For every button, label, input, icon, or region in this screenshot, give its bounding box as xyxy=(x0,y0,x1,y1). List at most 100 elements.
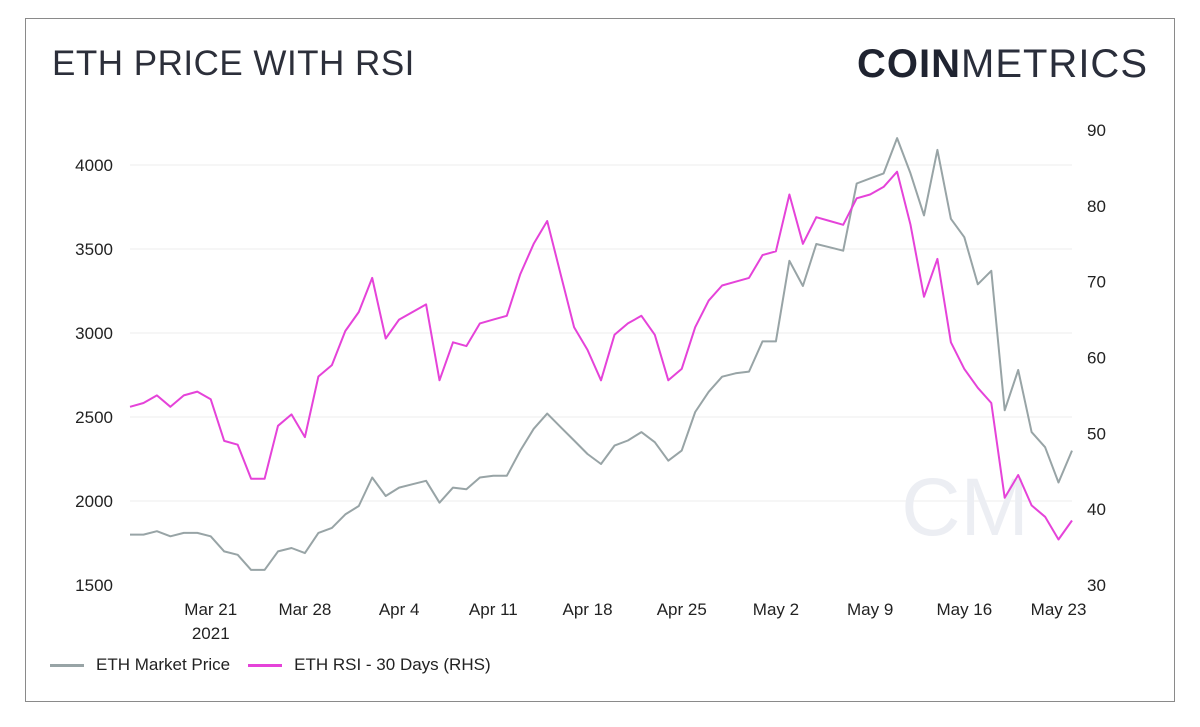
rsi-point xyxy=(344,330,346,332)
y-left-tick-label: 3500 xyxy=(75,240,113,259)
price-point xyxy=(613,444,615,446)
price-point xyxy=(452,486,454,488)
rsi-point xyxy=(398,318,400,320)
rsi-point xyxy=(734,281,736,283)
price-point xyxy=(385,495,387,497)
price-point xyxy=(654,441,656,443)
price-point xyxy=(909,172,911,174)
legend-swatch-rsi xyxy=(248,663,283,667)
price-point xyxy=(237,554,239,556)
rsi-point xyxy=(613,334,615,336)
price-point xyxy=(263,569,265,571)
x-tick-label: May 9 xyxy=(847,600,893,619)
price-point xyxy=(223,550,225,552)
x-tick-sublabel: 2021 xyxy=(192,624,230,643)
price-point xyxy=(1004,409,1006,411)
price-point xyxy=(250,569,252,571)
price-point xyxy=(371,476,373,478)
price-point xyxy=(1071,449,1073,451)
rsi-point xyxy=(237,444,239,446)
logo-light-text: METRICS xyxy=(961,42,1148,86)
price-point xyxy=(129,533,131,535)
coinmetrics-logo: COINMETRICS xyxy=(857,42,1148,87)
price-point xyxy=(896,137,898,139)
y-left-tick-label: 2000 xyxy=(75,492,113,511)
y-left-tick-label: 1500 xyxy=(75,576,113,595)
rsi-point xyxy=(385,337,387,339)
price-point xyxy=(573,439,575,441)
rsi-point xyxy=(761,254,763,256)
rsi-point xyxy=(654,334,656,336)
y-left-tick-label: 2500 xyxy=(75,408,113,427)
rsi-point xyxy=(519,273,521,275)
rsi-point xyxy=(681,368,683,370)
series-line-price xyxy=(130,137,1073,571)
x-tick-label: Apr 18 xyxy=(562,600,612,619)
price-point xyxy=(519,449,521,451)
rsi-point xyxy=(156,394,158,396)
price-point xyxy=(694,411,696,413)
axis-layer: 1500 2000 2500 3000 3500 4000 30 40 50 60 70 80 90 Ma… xyxy=(75,121,1106,643)
rsi-point xyxy=(909,224,911,226)
price-point xyxy=(950,218,952,220)
price-point xyxy=(304,552,306,554)
rsi-point xyxy=(748,277,750,279)
price-point xyxy=(600,463,602,465)
price-point xyxy=(290,547,292,549)
rsi-point xyxy=(129,406,131,408)
rsi-point xyxy=(694,326,696,328)
y-right-tick-label: 70 xyxy=(1087,273,1106,292)
rsi-point xyxy=(317,375,319,377)
rsi-point xyxy=(936,258,938,260)
price-point xyxy=(990,270,992,272)
legend: ETH Market Price ETH RSI - 30 Days (RHS) xyxy=(50,655,509,675)
rsi-point xyxy=(263,478,265,480)
x-tick-label: Mar 21 xyxy=(184,600,237,619)
logo-bold-text: COIN xyxy=(857,42,961,86)
rsi-point xyxy=(546,220,548,222)
price-point xyxy=(183,532,185,534)
x-tick-label: Apr 11 xyxy=(469,600,518,619)
price-point xyxy=(963,236,965,238)
cm-watermark: CM xyxy=(901,462,1029,553)
price-point xyxy=(775,340,777,342)
price-point xyxy=(344,513,346,515)
legend-item-rsi[interactable]: ETH RSI - 30 Days (RHS) xyxy=(248,655,491,675)
rsi-point xyxy=(640,315,642,317)
rsi-point xyxy=(990,402,992,404)
legend-item-price[interactable]: ETH Market Price xyxy=(50,655,230,675)
price-point xyxy=(1030,431,1032,433)
price-point xyxy=(317,532,319,534)
x-tick-label: Mar 28 xyxy=(278,600,331,619)
rsi-point xyxy=(506,315,508,317)
rsi-point xyxy=(1017,474,1019,476)
rsi-point xyxy=(277,425,279,427)
price-point xyxy=(788,260,790,262)
x-tick-label: May 23 xyxy=(1031,600,1087,619)
x-tick-label: Apr 4 xyxy=(379,600,420,619)
price-point xyxy=(331,527,333,529)
price-point xyxy=(681,449,683,451)
rsi-point xyxy=(1030,504,1032,506)
rsi-point xyxy=(1004,497,1006,499)
x-tick-label: May 2 xyxy=(753,600,799,619)
price-point xyxy=(1044,446,1046,448)
price-point xyxy=(156,530,158,532)
rsi-point xyxy=(559,273,561,275)
rsi-point xyxy=(950,341,952,343)
price-point xyxy=(277,550,279,552)
rsi-point xyxy=(923,296,925,298)
price-point xyxy=(708,391,710,393)
rsi-point xyxy=(479,322,481,324)
price-point xyxy=(398,486,400,488)
rsi-point xyxy=(358,311,360,313)
rsi-point xyxy=(815,216,817,218)
rsi-point xyxy=(708,299,710,301)
rsi-point xyxy=(142,402,144,404)
price-point xyxy=(1057,481,1059,483)
y-right-tick-label: 60 xyxy=(1087,349,1106,368)
price-point xyxy=(734,372,736,374)
series-line-rsi xyxy=(129,170,1073,541)
rsi-point xyxy=(411,311,413,313)
price-point xyxy=(856,182,858,184)
